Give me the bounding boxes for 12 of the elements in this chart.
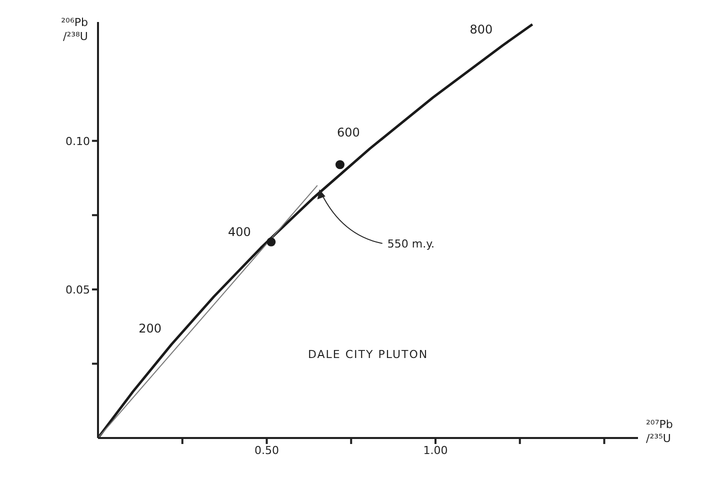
annotation: 600 — [337, 126, 360, 140]
x-tick-label: 0.50 — [254, 444, 279, 457]
annotation: 400 — [228, 224, 251, 239]
y-tick-label: 0.10 — [66, 134, 90, 148]
annotation: 550 m.y. — [387, 237, 435, 250]
x-tick-label: 1.00 — [423, 444, 448, 457]
y-axis-title: ²⁰⁶Pb/²³⁸U — [61, 16, 88, 43]
annotation: DALE CITY PLUTON — [308, 348, 428, 361]
y-tick-label: 0.05 — [66, 283, 90, 296]
annotation: 200 — [138, 321, 162, 336]
annotation: 800 — [470, 22, 493, 36]
x-axis-title: ²⁰⁷Pb/²³⁵U — [646, 418, 673, 445]
